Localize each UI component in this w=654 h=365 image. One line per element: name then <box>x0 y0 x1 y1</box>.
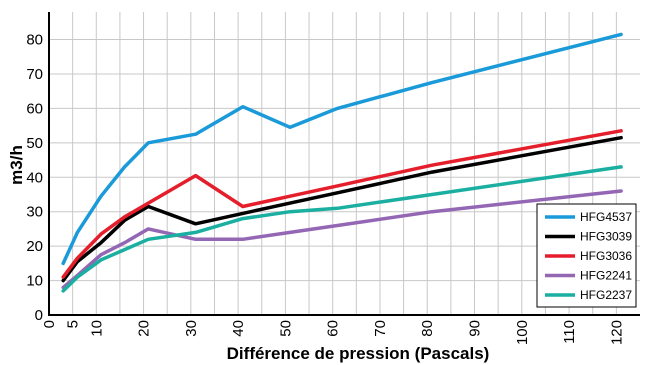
x-tick-label-5: 40 <box>230 320 247 337</box>
y-tick-label-4: 40 <box>26 169 43 186</box>
y-tick-label-6: 60 <box>26 100 43 117</box>
legend: HFG4537 HFG3039 HFG3036 HFG2241 HFG2237 <box>536 203 637 308</box>
x-axis-tick-labels: 0 5 10 20 30 40 50 60 70 80 90 100 110 120 <box>41 320 625 345</box>
x-tick-label-4: 30 <box>183 320 200 337</box>
y-tick-label-5: 50 <box>26 135 43 152</box>
y-axis-title: m3/h <box>7 145 26 185</box>
x-tick-label-1: 5 <box>65 320 82 328</box>
y-tick-label-8: 80 <box>26 32 43 49</box>
x-tick-label-7: 60 <box>325 320 342 337</box>
y-tick-label-7: 70 <box>26 66 43 83</box>
x-tick-label-6: 50 <box>277 320 294 337</box>
series-line-hfg3039 <box>61 135 623 283</box>
x-tick-label-13: 120 <box>608 320 625 345</box>
y-tick-label-3: 30 <box>26 204 43 221</box>
y-tick-label-1: 10 <box>26 273 43 290</box>
x-tick-label-12: 110 <box>561 320 578 344</box>
series-line-hfg4537 <box>61 32 623 266</box>
legend-label-hfg3036: HFG3036 <box>580 249 632 263</box>
legend-label-hfg2241: HFG2241 <box>580 269 632 283</box>
legend-label-hfg4537: HFG4537 <box>580 210 632 224</box>
series-line-hfg3036 <box>61 129 623 279</box>
x-tick-label-0: 0 <box>41 320 58 328</box>
y-tick-label-2: 20 <box>26 238 43 255</box>
x-tick-label-10: 90 <box>467 320 484 337</box>
series-line-hfg2241 <box>61 189 623 290</box>
x-axis-title: Différence de pression (Pascals) <box>227 344 490 363</box>
axes <box>48 12 640 316</box>
legend-label-hfg2237: HFG2237 <box>580 288 632 302</box>
x-tick-label-2: 10 <box>88 320 105 337</box>
x-tick-label-3: 20 <box>136 320 153 337</box>
series-line-hfg2237 <box>61 165 623 293</box>
legend-label-hfg3039: HFG3039 <box>580 230 632 244</box>
y-tick-label-0: 0 <box>35 307 43 324</box>
x-tick-label-11: 100 <box>514 320 531 345</box>
series-lines <box>61 32 623 293</box>
x-tick-label-8: 70 <box>372 320 389 337</box>
y-axis-tick-labels: 0 10 20 30 40 50 60 70 80 <box>26 32 43 324</box>
x-tick-label-9: 80 <box>419 320 436 337</box>
